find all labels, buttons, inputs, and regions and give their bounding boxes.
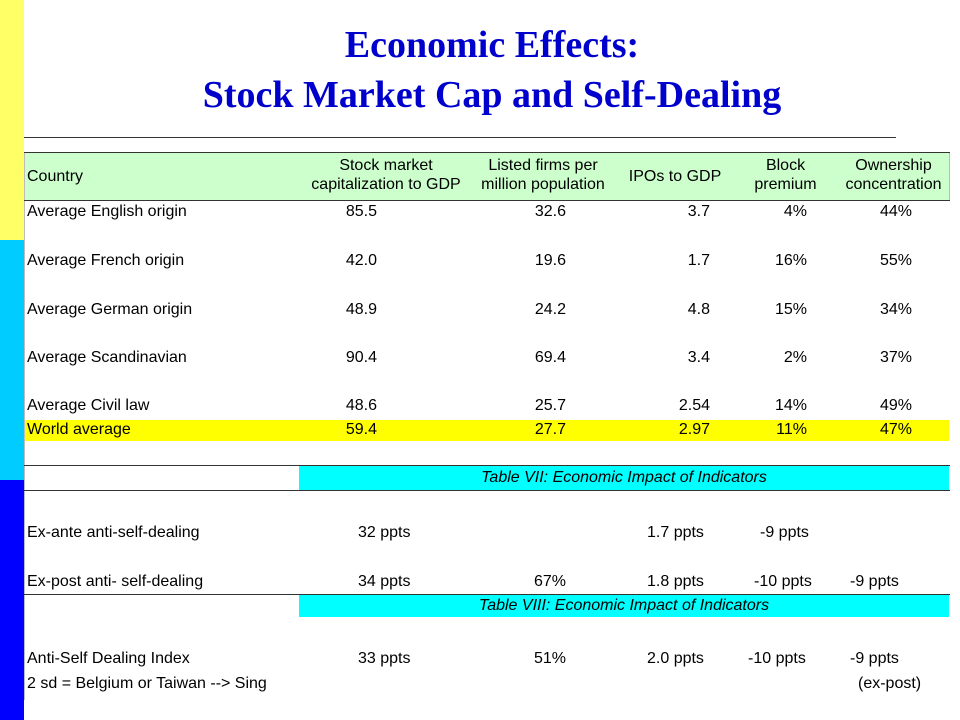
row-label: Average Civil law <box>27 397 150 414</box>
cell-own: 47% <box>879 421 912 438</box>
table7-caption-band <box>299 466 949 490</box>
cell-mcap: 42.0 <box>345 252 377 269</box>
table8-caption: Table VIII: Economic Impact of Indicator… <box>478 597 770 614</box>
table8-own-note: (ex-post) <box>858 675 922 692</box>
cell-listed: 32.6 <box>534 203 566 220</box>
cell-block: -10 ppts <box>754 573 812 590</box>
header-block-line1: Block <box>765 157 806 174</box>
header-listed-line1: Listed firms per <box>488 157 598 174</box>
cell-ipo: 4.8 <box>687 301 710 318</box>
cell-own: 34% <box>879 301 912 318</box>
cell-ipo: 1.8 ppts <box>647 573 704 590</box>
header-country: Country <box>27 168 84 185</box>
header-own-line1: Ownership <box>855 157 932 174</box>
grid-line <box>24 152 25 700</box>
row-label: Average Scandinavian <box>27 349 187 366</box>
slide-title-line1: Economic Effects: <box>344 24 640 66</box>
row-label: Average German origin <box>27 301 193 318</box>
cell-mcap: 59.4 <box>345 421 377 438</box>
cell-ipo: 3.4 <box>687 349 710 366</box>
cell-ipo: 1.7 <box>687 252 710 269</box>
header-bottom-rule <box>24 200 950 201</box>
header-own: Ownership concentration <box>838 156 949 194</box>
cell-listed: 27.7 <box>534 421 566 438</box>
header-block-line2: premium <box>754 176 817 193</box>
cell-block: 14% <box>774 397 807 414</box>
side-bar-cyan <box>0 240 24 480</box>
header-top-rule <box>24 152 950 153</box>
table7-caption: Table VII: Economic Impact of Indicators <box>481 469 767 486</box>
section-rule <box>24 490 950 491</box>
cell-mcap: 32 ppts <box>358 524 411 541</box>
cell-block: -9 ppts <box>760 524 809 541</box>
section-rule <box>24 594 950 595</box>
cell-listed: 19.6 <box>534 252 566 269</box>
cell-listed: 24.2 <box>534 301 566 318</box>
row-label: Average French origin <box>27 252 185 269</box>
header-own-line2: concentration <box>845 176 942 193</box>
cell-ipo: 3.7 <box>687 203 710 220</box>
row-label: Ex-post anti- self-dealing <box>27 573 204 590</box>
cell-mcap: 48.6 <box>345 397 377 414</box>
cell-ipo: 2.97 <box>678 421 710 438</box>
cell-own: 49% <box>879 397 912 414</box>
row-label: Average English origin <box>27 203 187 220</box>
cell-mcap: 90.4 <box>345 349 377 366</box>
header-listed-line2: million population <box>481 176 605 193</box>
side-bar-yellow <box>0 0 24 240</box>
cell-ipo: 2.54 <box>678 397 710 414</box>
header-mcap-line2: capitalization to GDP <box>311 176 461 193</box>
cell-own: 44% <box>879 203 912 220</box>
header-band <box>25 153 949 200</box>
cell-ipo: 2.0 ppts <box>647 650 704 667</box>
header-mcap: Stock market capitalization to GDP <box>303 156 469 194</box>
cell-mcap: 48.9 <box>345 301 377 318</box>
cell-listed: 51% <box>533 650 566 667</box>
cell-listed: 25.7 <box>534 397 566 414</box>
cell-block: 4% <box>783 203 807 220</box>
cell-own: 37% <box>879 349 912 366</box>
cell-block: -10 ppts <box>748 650 806 667</box>
cell-mcap: 85.5 <box>345 203 377 220</box>
table-top-rule <box>24 137 896 138</box>
cell-mcap: 33 ppts <box>358 650 411 667</box>
cell-ipo: 1.7 ppts <box>647 524 704 541</box>
cell-block: 2% <box>783 349 807 366</box>
header-mcap-line1: Stock market <box>339 157 433 174</box>
cell-own: -9 ppts <box>850 573 899 590</box>
row-label: Ex-ante anti-self-dealing <box>27 524 200 541</box>
cell-mcap: 34 ppts <box>358 573 411 590</box>
cell-own: 55% <box>879 252 912 269</box>
cell-block: 15% <box>774 301 807 318</box>
table8-note: 2 sd = Belgium or Taiwan --> Sing <box>27 675 267 692</box>
header-block: Block premium <box>733 156 838 194</box>
cell-own: -9 ppts <box>850 650 899 667</box>
side-bar-blue <box>0 480 24 720</box>
cell-block: 11% <box>776 421 807 438</box>
header-listed: Listed firms per million population <box>469 156 617 194</box>
row-label: Anti-Self Dealing Index <box>27 650 190 667</box>
slide-title-line2: Stock Market Cap and Self-Dealing <box>202 74 782 116</box>
section-rule <box>24 465 950 466</box>
cell-listed: 69.4 <box>534 349 566 366</box>
world-average-band <box>25 420 949 441</box>
cell-block: 16% <box>774 252 807 269</box>
cell-listed: 67% <box>533 573 566 590</box>
row-label: World average <box>27 421 131 438</box>
header-ipo: IPOs to GDP <box>628 168 722 185</box>
table8-caption-band <box>299 595 949 617</box>
grid-line <box>949 152 950 200</box>
